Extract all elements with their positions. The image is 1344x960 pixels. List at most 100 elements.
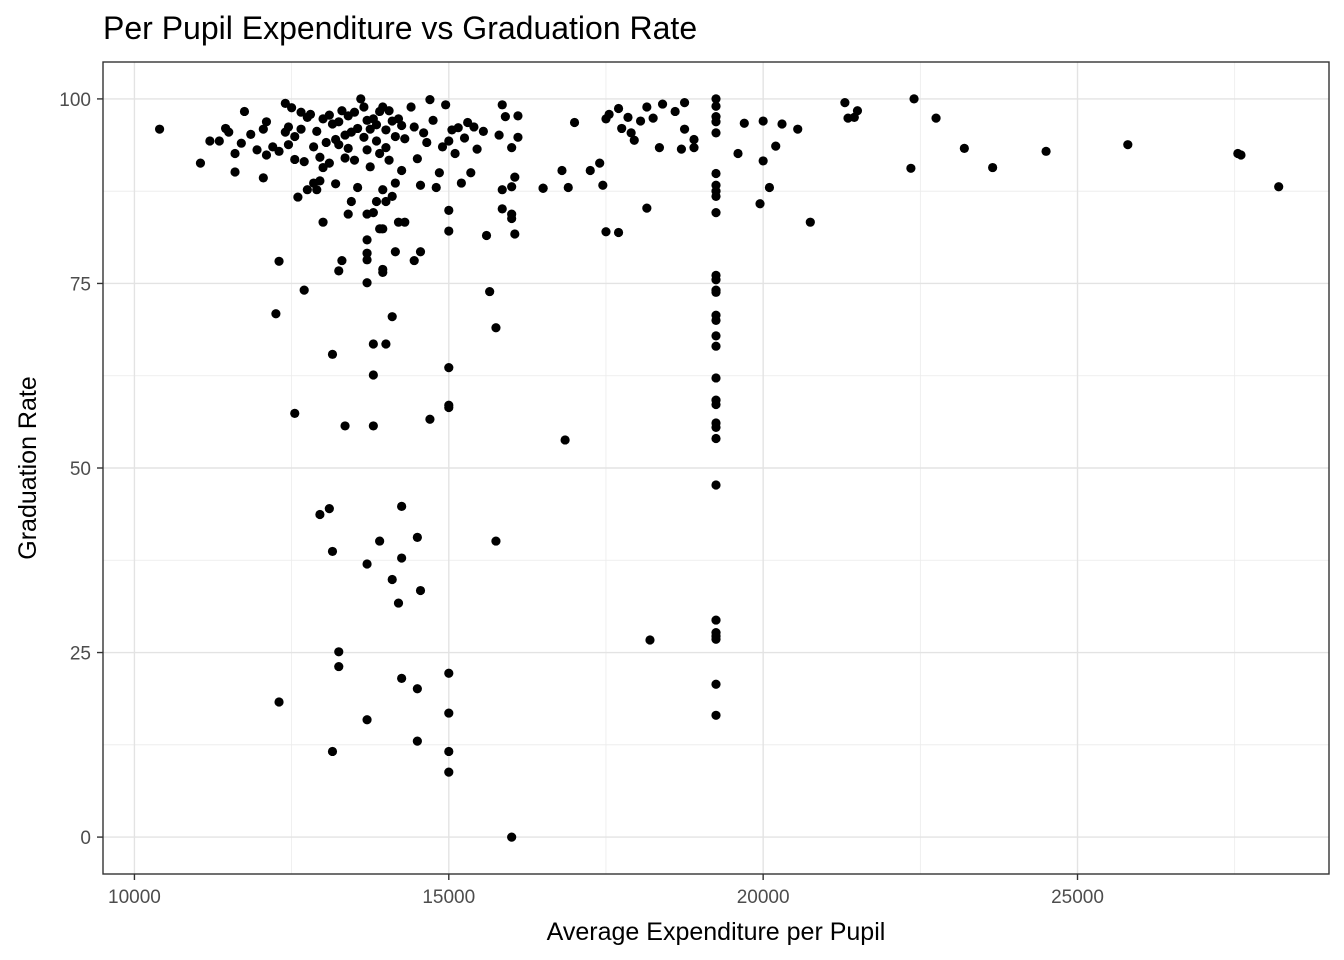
data-point — [711, 433, 721, 444]
data-point — [617, 123, 627, 134]
data-point — [456, 178, 466, 188]
data-point — [689, 143, 699, 153]
data-point — [758, 116, 768, 126]
data-point — [507, 213, 517, 224]
data-point — [334, 661, 344, 672]
data-point — [409, 255, 419, 266]
data-point — [642, 203, 652, 213]
data-point — [290, 154, 300, 165]
data-point — [343, 143, 353, 153]
data-point — [318, 217, 328, 227]
data-point — [1041, 146, 1051, 156]
data-point — [491, 323, 501, 333]
data-point — [444, 668, 454, 678]
data-point — [362, 278, 372, 288]
data-point — [758, 156, 768, 166]
data-point — [711, 399, 721, 410]
data-point — [274, 256, 284, 266]
y-tick-label: 75 — [70, 274, 91, 295]
data-point — [154, 124, 165, 134]
data-point — [327, 746, 338, 757]
data-point — [362, 235, 372, 245]
data-point — [239, 106, 250, 117]
y-tick-label: 25 — [70, 644, 91, 665]
data-point — [444, 746, 454, 757]
data-point — [214, 136, 224, 146]
data-point — [290, 131, 300, 142]
data-point — [397, 673, 407, 683]
data-point — [195, 158, 206, 168]
data-point — [415, 180, 426, 190]
data-point — [425, 414, 435, 424]
data-point — [412, 736, 422, 746]
data-point — [629, 135, 639, 145]
data-point — [258, 173, 268, 183]
data-point — [444, 136, 454, 146]
data-point — [466, 168, 476, 178]
data-point — [711, 168, 721, 179]
data-point — [362, 209, 372, 219]
data-point — [711, 275, 721, 285]
data-point — [334, 266, 344, 276]
data-point — [302, 185, 312, 195]
data-point — [397, 553, 407, 563]
data-point — [557, 165, 567, 176]
x-axis-title: Average Expenditure per Pupil — [547, 918, 886, 946]
data-point — [397, 120, 407, 131]
data-point — [733, 148, 743, 159]
data-point — [497, 204, 507, 214]
data-point — [485, 286, 495, 297]
data-point — [513, 111, 523, 121]
data-point — [368, 339, 378, 349]
data-point — [777, 119, 787, 129]
data-point — [362, 255, 372, 265]
data-point — [412, 154, 422, 164]
data-point — [459, 133, 470, 143]
data-point — [428, 115, 438, 125]
data-point — [334, 140, 344, 150]
data-point — [334, 647, 344, 657]
y-tick-label: 100 — [59, 90, 91, 111]
data-point — [258, 124, 268, 134]
data-point — [453, 123, 463, 133]
data-point — [293, 192, 303, 202]
data-point — [419, 128, 429, 138]
data-point — [397, 165, 407, 176]
data-point — [601, 227, 611, 237]
data-point — [246, 129, 256, 139]
data-point — [444, 363, 454, 373]
data-point — [679, 124, 690, 134]
data-point — [340, 421, 350, 431]
data-point — [711, 422, 721, 432]
data-point — [205, 136, 215, 146]
data-point — [296, 124, 306, 134]
data-point — [400, 217, 410, 227]
data-point — [623, 112, 633, 122]
data-point — [679, 98, 690, 108]
data-point — [497, 185, 507, 195]
data-point — [390, 178, 400, 188]
data-point — [274, 146, 284, 156]
data-point — [315, 152, 325, 162]
data-point — [437, 142, 448, 152]
data-point — [481, 230, 492, 241]
data-point — [356, 94, 366, 104]
data-point — [645, 635, 655, 645]
data-point — [368, 370, 378, 380]
data-point — [381, 125, 391, 135]
data-point — [224, 127, 234, 137]
data-point — [441, 100, 451, 110]
data-point — [296, 107, 306, 117]
data-point — [378, 224, 388, 234]
data-point — [384, 106, 394, 116]
data-point — [635, 116, 646, 126]
data-point — [349, 155, 360, 165]
data-point — [510, 229, 520, 239]
data-point — [595, 158, 605, 168]
data-point — [755, 199, 765, 209]
data-point — [422, 137, 432, 148]
data-point — [290, 408, 300, 418]
data-point — [334, 117, 344, 127]
data-point — [739, 118, 749, 128]
data-point — [274, 697, 284, 707]
